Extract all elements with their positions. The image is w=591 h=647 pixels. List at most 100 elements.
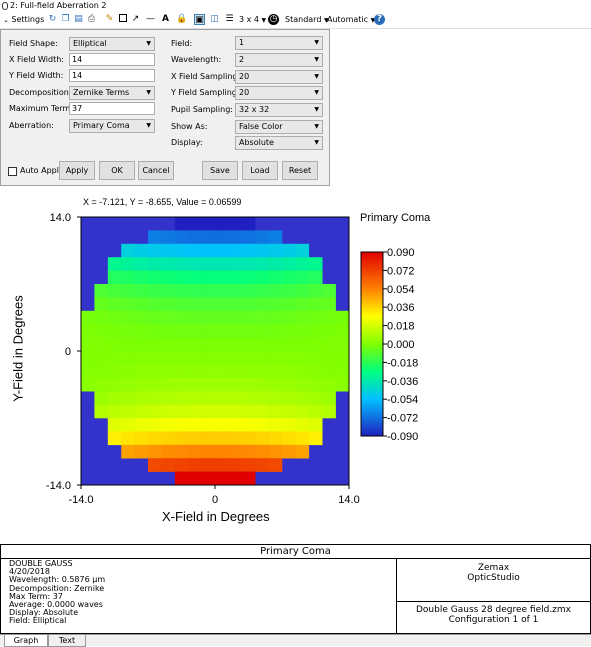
- x-tick-label: 14.0: [338, 494, 359, 506]
- heatmap-cell: [148, 284, 162, 298]
- heatmap-cell: [148, 364, 162, 379]
- help-icon[interactable]: ?: [374, 14, 385, 25]
- heatmap-cell: [215, 404, 229, 419]
- heatmap-cell: [161, 310, 176, 325]
- footer-line: Wavelength: 0.5876 µm: [9, 575, 106, 585]
- heatmap-cell: [215, 471, 229, 486]
- heatmap-chart[interactable]: -14.0 0 14.0 14.0 0 -14.0 0.090 0.072 0.054 0.03…: [0, 205, 591, 540]
- heatmap-cell: [148, 337, 162, 352]
- heatmap-cell: [188, 297, 202, 312]
- heatmap-cell: [201, 337, 216, 352]
- pencil-icon[interactable]: ✎: [105, 14, 114, 24]
- rectangle-icon[interactable]: [117, 14, 128, 25]
- heatmap-cell: [215, 377, 229, 392]
- heatmap-cell: [134, 444, 149, 459]
- settings-toggle[interactable]: ⌄ Settings: [3, 13, 44, 27]
- arrow-icon[interactable]: ↗: [131, 14, 140, 24]
- window-icon-small[interactable]: ◫: [210, 14, 219, 24]
- heatmap-cell: [188, 310, 202, 325]
- heatmap-cell: [282, 377, 296, 392]
- heatmap-cell: [188, 217, 202, 231]
- display-value: Absolute: [239, 138, 274, 147]
- heatmap-cell: [322, 364, 336, 379]
- heatmap-cell: [282, 297, 296, 312]
- x-field-width-input[interactable]: 14: [69, 53, 155, 66]
- y-field-sampling-select[interactable]: 20 ▼: [235, 86, 323, 100]
- save-button[interactable]: Save: [202, 161, 238, 180]
- y-field-width-label: Y Field Width:: [9, 71, 64, 80]
- line-icon[interactable]: —: [146, 14, 155, 24]
- heatmap-cell: [201, 404, 216, 419]
- refresh-icon[interactable]: ↻: [48, 14, 57, 24]
- heatmap-cell: [268, 404, 283, 419]
- y-field-width-input[interactable]: 14: [69, 69, 155, 82]
- field-shape-label: Field Shape:: [9, 39, 58, 48]
- aberration-select[interactable]: Primary Coma ▼: [69, 119, 155, 133]
- layers-icon[interactable]: ☰: [225, 14, 234, 24]
- heatmap-cell: [241, 431, 256, 446]
- wavelength-select[interactable]: 2 ▼: [235, 53, 323, 67]
- field-select[interactable]: 1 ▼: [235, 36, 323, 50]
- show-as-select[interactable]: False Color ▼: [235, 120, 323, 134]
- export-icon[interactable]: ▤: [74, 14, 83, 24]
- field-shape-select[interactable]: Elliptical ▼: [69, 37, 155, 51]
- layout-dropdown[interactable]: 3 x 4 ▼: [239, 13, 266, 27]
- tab-graph[interactable]: Graph: [4, 635, 48, 647]
- copy-icon[interactable]: ❐: [61, 14, 70, 24]
- info-footer: Primary Coma DOUBLE GAUSS 4/20/2018 Wavele…: [0, 544, 591, 634]
- footer-product: OpticStudio: [467, 573, 520, 583]
- text-tool-icon[interactable]: A: [162, 14, 169, 24]
- heatmap-cell: [241, 471, 256, 486]
- heatmap-cell: [241, 418, 256, 432]
- heatmap-cell: [121, 297, 135, 312]
- select-zoom-icon[interactable]: ▣: [194, 14, 205, 25]
- x-field-sampling-select[interactable]: 20 ▼: [235, 70, 323, 84]
- print-icon[interactable]: ⎙: [87, 14, 96, 24]
- tab-text[interactable]: Text: [48, 635, 86, 647]
- footer-line: Max Term: 37: [9, 591, 63, 601]
- heatmap-cell: [268, 351, 283, 365]
- ok-button[interactable]: OK: [99, 161, 135, 180]
- apply-button[interactable]: Apply: [59, 161, 95, 180]
- display-select[interactable]: Absolute ▼: [235, 136, 323, 150]
- automatic-dropdown[interactable]: Automatic ▼: [327, 13, 375, 27]
- heatmap-cell: [134, 364, 149, 379]
- settings-panel: Field Shape: Elliptical ▼ X Field Width: …: [0, 29, 330, 186]
- pupil-sampling-select[interactable]: 32 x 32 ▼: [235, 103, 323, 117]
- cancel-button[interactable]: Cancel: [138, 161, 174, 180]
- heatmap-cell: [295, 404, 310, 419]
- maximum-term-input[interactable]: 37: [69, 102, 155, 115]
- heatmap-cell: [188, 471, 202, 486]
- reset-button[interactable]: Reset: [282, 161, 318, 180]
- footer-line: Field: Elliptical: [9, 616, 67, 626]
- heatmap-cell: [282, 243, 296, 258]
- heatmap-cell: [107, 324, 122, 338]
- heatmap-cell: [81, 351, 95, 365]
- heatmap-cell: [215, 257, 229, 271]
- footer-line: Average: 0.0000 waves: [9, 600, 103, 610]
- colorbar-tick-label: 0.000: [387, 339, 415, 351]
- clock-icon[interactable]: ◷: [268, 14, 279, 25]
- load-button[interactable]: Load: [242, 161, 278, 180]
- heatmap-cell: [295, 270, 310, 285]
- auto-apply-checkbox[interactable]: [8, 167, 17, 176]
- standard-dropdown[interactable]: Standard ▼: [285, 13, 329, 27]
- heatmap-cell: [201, 217, 216, 231]
- lock-icon[interactable]: 🔒: [176, 14, 188, 24]
- heatmap-cell: [161, 243, 176, 258]
- heatmap-cell: [255, 391, 269, 405]
- heatmap-cell: [228, 310, 243, 325]
- heatmap-cell: [295, 324, 310, 338]
- heatmap-cell: [335, 337, 350, 352]
- heatmap-cell: [134, 418, 149, 432]
- x-tick-label: -14.0: [68, 494, 93, 506]
- heatmap-cell: [241, 391, 256, 405]
- heatmap-cell: [188, 351, 202, 365]
- heatmap-cell: [282, 404, 296, 419]
- decomposition-select[interactable]: Zernike Terms ▼: [69, 86, 155, 100]
- heatmap-cell: [228, 377, 243, 392]
- chevron-down-icon: ▼: [314, 89, 319, 96]
- heatmap-cell: [94, 364, 109, 379]
- heatmap-cell: [121, 431, 135, 446]
- heatmap-cell: [335, 324, 350, 338]
